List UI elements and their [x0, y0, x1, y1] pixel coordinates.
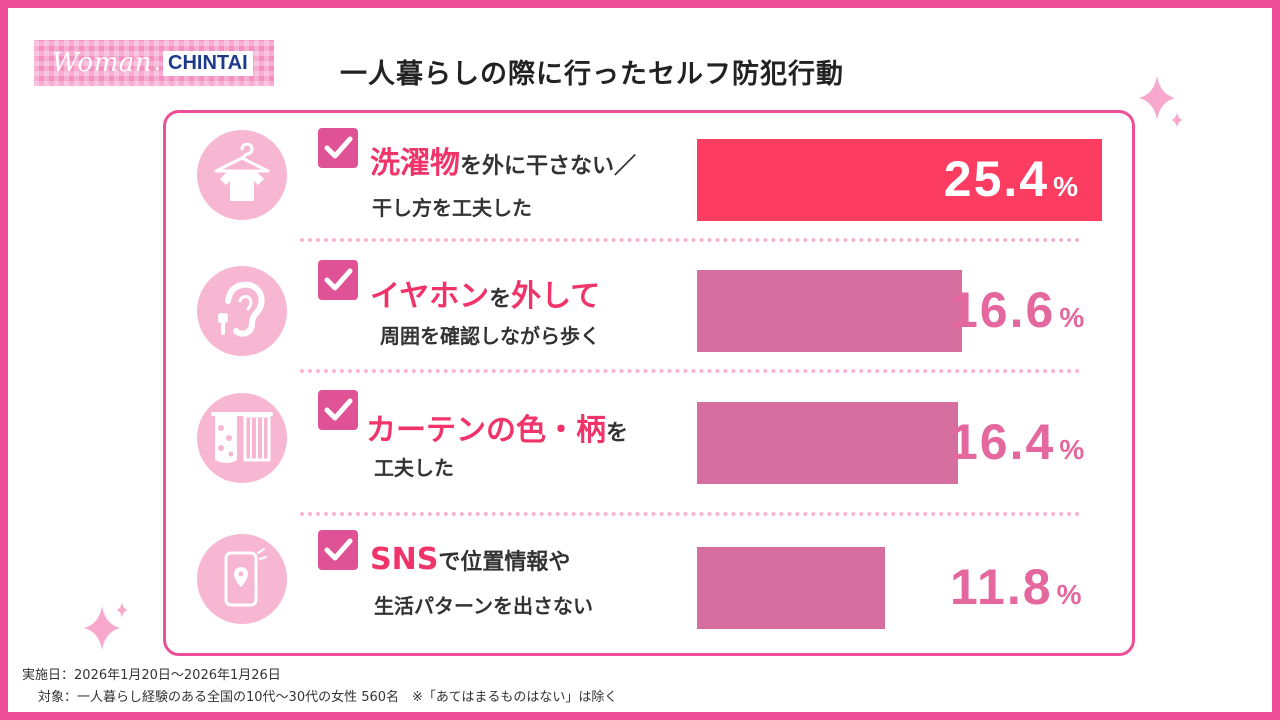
row-divider	[300, 369, 1080, 373]
row-label-line1: SNSで位置情報や	[370, 542, 570, 577]
row-label-line1: カーテンの色・柄を	[366, 405, 628, 449]
row-label-rest: を外に干さない／	[460, 154, 637, 179]
shirt-on-hanger-icon	[197, 130, 287, 220]
logo-woman: Woman	[52, 48, 153, 78]
row-label-line1: イヤホンを外して	[370, 271, 600, 315]
row-label-rest: を	[606, 421, 629, 446]
row-label-highlight: イヤホン	[370, 279, 490, 314]
data-label-unit: %	[1059, 302, 1087, 333]
ear-with-earphone-icon	[197, 266, 287, 356]
checkbox-checked-icon	[318, 390, 358, 430]
footer-period: 実施日：2026年1月20日～2026年1月26日	[22, 668, 281, 683]
data-label-value: 11.8	[950, 559, 1053, 615]
row-label-rest: で位置情報や	[438, 550, 571, 575]
sparkle-bottom-left-icon	[84, 602, 128, 650]
row-label-line2: 干し方を工夫した	[372, 196, 532, 220]
row-label-line2: 生活パターンを出さない	[374, 594, 593, 618]
bar	[697, 139, 1102, 221]
footer-target: 対象：一人暮らし経験のある全国の10代～30代の女性 560名 ※「あてはまるも…	[38, 690, 618, 705]
row-divider	[300, 238, 1080, 242]
row-divider	[300, 512, 1080, 516]
sparkle-top-right-icon	[1139, 76, 1183, 128]
data-label: 16.6%	[950, 281, 1086, 339]
row-label-highlight-2: 外して	[511, 279, 601, 314]
row-label-rest: を	[489, 287, 512, 312]
bar	[697, 547, 885, 629]
row-label-highlight: SNS	[370, 542, 439, 577]
data-label: 25.4%	[944, 150, 1080, 208]
data-label-unit: %	[1056, 579, 1084, 610]
curtains-icon	[197, 393, 287, 483]
data-label-unit: %	[1059, 434, 1087, 465]
checkbox-checked-icon	[318, 260, 358, 300]
checkbox-checked-icon	[318, 530, 358, 570]
page-title: 一人暮らしの際に行ったセルフ防犯行動	[340, 59, 844, 90]
checkbox-checked-icon	[318, 128, 358, 168]
data-label-unit: %	[1053, 171, 1080, 202]
row-label-line2: 周囲を確認しながら歩く	[380, 324, 600, 348]
data-label: 11.8%	[950, 558, 1083, 616]
logo: Woman . CHINTAI	[34, 40, 274, 86]
row-label-highlight: 洗濯物	[370, 146, 460, 181]
row-label-highlight: カーテンの色・柄	[366, 413, 606, 448]
bar	[697, 402, 958, 484]
smartphone-location-icon	[197, 534, 287, 624]
data-label: 16.4%	[950, 413, 1086, 471]
logo-chintai: CHINTAI	[163, 50, 253, 76]
data-label-value: 16.4	[950, 414, 1056, 470]
data-label-value: 25.4	[943, 151, 1050, 207]
bar	[697, 270, 962, 352]
row-label-line2: 工夫した	[374, 456, 454, 480]
logo-dot: .	[154, 50, 162, 76]
data-label-value: 16.6	[950, 282, 1056, 338]
row-label-line1: 洗濯物を外に干さない／	[370, 138, 636, 182]
